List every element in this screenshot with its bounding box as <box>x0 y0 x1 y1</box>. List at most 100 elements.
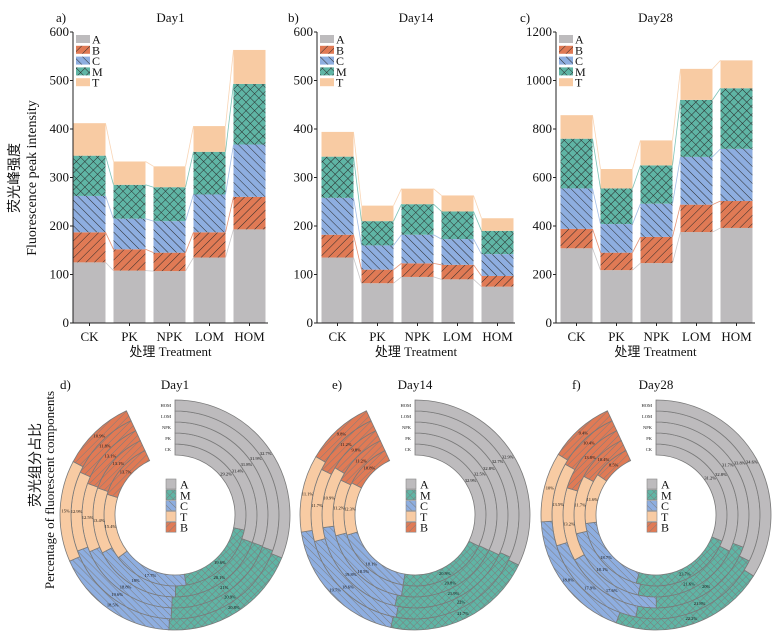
legend-label-M: M <box>92 65 103 79</box>
percent-label: 12.9% <box>71 509 83 514</box>
bar-segment-B-NPK <box>153 252 186 272</box>
y-tick-label: 100 <box>294 267 314 282</box>
bar-segment-B-NPK <box>640 236 673 264</box>
legend-swatch-M <box>320 67 334 76</box>
percent-label: 20.8% <box>228 605 240 610</box>
x-tick-label: LOM <box>443 329 472 344</box>
connector-line-M <box>145 184 154 188</box>
bar-segment-T-NPK <box>640 140 673 166</box>
bar-segment-T-HOM <box>720 60 753 89</box>
connector-line-M <box>433 203 442 212</box>
percent-label: 19.7% <box>329 587 341 592</box>
panel-label: f) <box>572 377 581 392</box>
ring-label-HOM: HOM <box>641 403 652 408</box>
x-tick-label: PK <box>608 329 625 344</box>
bar-segment-B-PK <box>361 269 394 284</box>
legend-label-B: B <box>92 43 100 57</box>
legend-swatch-M <box>559 67 573 76</box>
percent-label: 22% <box>457 600 466 605</box>
bar-segment-C-NPK <box>640 203 673 237</box>
y-tick-label: 600 <box>294 24 314 39</box>
y-tick-label: 400 <box>50 121 70 136</box>
percent-label: 10.8% <box>364 465 376 470</box>
connector-line-B <box>632 236 641 253</box>
percent-label: 9.8% <box>351 448 361 453</box>
connector-line-T <box>632 140 641 170</box>
bar-segment-M-NPK <box>640 165 673 204</box>
bar-segment-A-NPK <box>153 271 186 323</box>
ring-label-NPK: NPK <box>162 425 172 430</box>
bar-segment-M-HOM <box>233 83 266 145</box>
legend-label-T: T <box>180 510 188 524</box>
percent-label: 20.9% <box>439 571 451 576</box>
bar-segment-M-CK <box>73 155 106 196</box>
bar-segment-T-LOM <box>441 195 474 212</box>
connector-line-T <box>473 195 482 219</box>
bar-segment-T-PK <box>600 169 633 189</box>
y-tick-label: 500 <box>50 73 70 88</box>
bar-segment-C-NPK <box>153 221 186 253</box>
percent-label: 21.8% <box>694 601 706 606</box>
legend-label-M: M <box>336 65 347 79</box>
legend-label-B: B <box>180 521 188 535</box>
connector-line-T <box>105 123 114 162</box>
bar-segment-M-LOM <box>680 99 713 157</box>
legend-label-M: M <box>661 488 672 502</box>
percent-label: 31.8% <box>241 462 253 467</box>
bar-segment-T-HOM <box>481 218 514 231</box>
legend-swatch-B <box>646 521 658 533</box>
percent-label: 29.2% <box>220 471 232 476</box>
percent-label: 11.7% <box>311 503 323 508</box>
x-axis-label: 处理 Treatment <box>614 344 697 359</box>
y-tick-label: 0 <box>307 315 314 330</box>
legend-swatch-C <box>165 500 177 511</box>
legend-label-C: C <box>336 54 344 68</box>
connector-line-T <box>433 188 442 196</box>
ring-segment-B-HOM <box>72 410 132 468</box>
legend-swatch-T <box>76 78 90 87</box>
ring-label-NPK: NPK <box>643 425 653 430</box>
percent-label: 32.8% <box>715 472 727 477</box>
bar-segment-M-LOM <box>441 211 474 240</box>
chart-title: Day14 <box>398 377 433 392</box>
bar-segment-C-PK <box>361 245 394 270</box>
percent-label: 18.5% <box>358 569 370 574</box>
x-tick-label: PK <box>369 329 386 344</box>
legend-swatch-A <box>165 478 177 490</box>
percent-label: 20% <box>702 584 711 589</box>
bar-segment-A-LOM <box>193 257 226 323</box>
legend-label-B: B <box>661 521 669 535</box>
percent-label: 8.5% <box>609 462 619 467</box>
ring-segment-B-HOM <box>557 410 613 461</box>
ring-label-CK: CK <box>165 447 172 452</box>
connector-line-B <box>592 228 601 253</box>
x-tick-label: LOM <box>195 329 224 344</box>
percent-label: 19.8% <box>345 572 357 577</box>
percent-label: 11.2% <box>355 458 367 463</box>
percent-label: 12.3% <box>344 507 356 512</box>
connector-line-T <box>145 161 154 167</box>
legend-label-C: C <box>661 499 669 513</box>
legend-label-M: M <box>420 488 431 502</box>
percent-label: 13.8% <box>584 455 596 460</box>
percent-label: 12.5% <box>82 515 94 520</box>
bar-segment-B-PK <box>600 252 633 271</box>
bar-segment-T-NPK <box>153 166 186 188</box>
percent-label: 9.8% <box>337 431 347 436</box>
percent-label: 21.6% <box>683 581 695 586</box>
x-tick-label: LOM <box>682 329 711 344</box>
percent-label: 11.2% <box>340 442 352 447</box>
legend-swatch-T <box>320 78 334 87</box>
legend-swatch-C <box>646 500 658 511</box>
percent-label: 10.9% <box>323 495 335 500</box>
bar-segment-C-LOM <box>680 156 713 205</box>
percent-label: 13.4% <box>93 518 105 523</box>
legend-swatch-C <box>320 56 334 65</box>
legend-label-C: C <box>420 499 428 513</box>
connector-line-C <box>433 234 442 240</box>
y-tick-label: 0 <box>63 315 70 330</box>
legend-swatch-B <box>320 45 334 54</box>
connector-line-T <box>185 126 194 167</box>
percent-label: 20.8% <box>444 580 456 585</box>
